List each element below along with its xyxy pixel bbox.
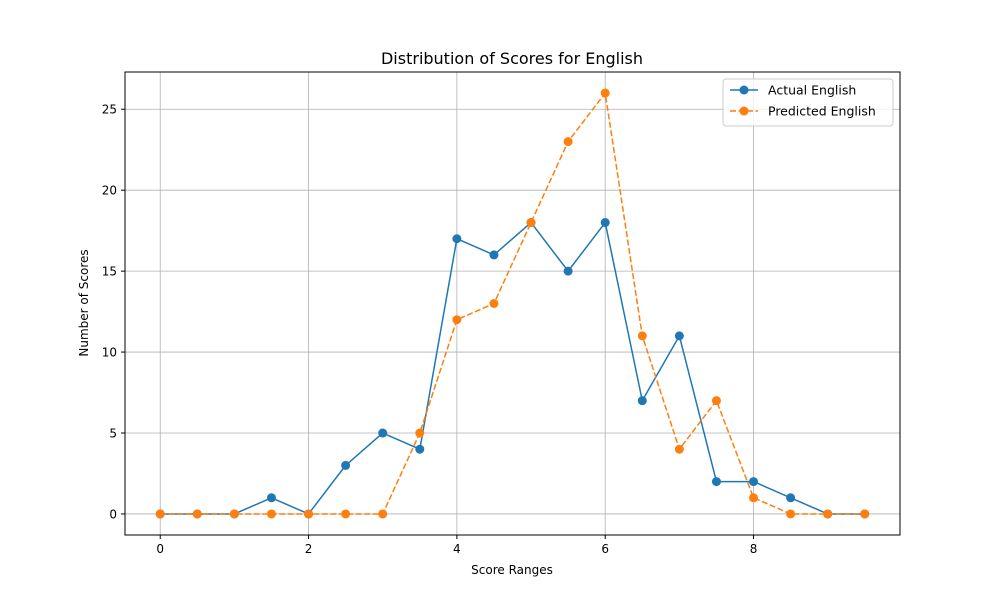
legend: Actual English Predicted English [722,78,894,127]
data-point-actual [452,234,462,244]
data-point-predicted [526,218,536,228]
series-line-actual [160,221,865,515]
data-point-actual [378,428,388,438]
legend-box [722,78,894,127]
data-point-actual [341,460,351,470]
data-point-actual [489,250,499,260]
data-point-predicted [489,299,499,308]
data-point-predicted [563,137,573,147]
data-point-predicted [192,509,202,519]
data-point-predicted [415,428,425,438]
data-point-predicted [452,315,462,325]
y-tick-label: 15 [102,265,117,279]
y-tick-label: 25 [102,103,117,117]
legend-label-actual: Actual English [768,83,856,98]
y-tick-label: 0 [109,507,117,521]
data-point-predicted [600,88,610,98]
data-point-actual [415,444,425,454]
data-point-predicted [266,509,276,519]
y-axis-label: Number of Scores [77,249,91,356]
data-point-actual [749,477,759,487]
data-point-actual [266,493,276,503]
data-point-actual [563,266,573,276]
x-tick-label: 6 [601,542,609,556]
data-point-predicted [304,509,314,519]
data-point-predicted [786,509,796,519]
x-tick-label: 2 [305,542,313,556]
data-point-actual [786,493,796,503]
data-point-predicted [823,509,833,519]
data-point-actual [637,396,647,406]
chart-title: Distribution of Scores for English [381,49,643,68]
legend-label-predicted: Predicted English [768,104,876,119]
data-point-predicted [155,509,165,519]
data-point-actual [600,218,610,228]
x-tick-label: 0 [156,542,164,556]
data-point-predicted [860,509,870,519]
series-layer [155,88,870,519]
data-point-predicted [749,493,759,503]
y-tick-label: 5 [109,427,117,441]
data-point-predicted [229,509,239,519]
data-point-predicted [711,396,721,406]
data-point-actual [711,477,721,487]
ticks: 0 2 4 6 8 0 5 10 15 20 25 [102,103,758,556]
y-tick-label: 20 [102,184,117,198]
plot-frame [124,71,901,536]
x-tick-label: 8 [750,542,758,556]
x-axis-label: Score Ranges [471,563,553,577]
data-point-predicted [637,331,647,341]
data-point-predicted [378,509,388,519]
data-point-predicted [341,509,351,519]
legend-marker-actual [739,85,749,95]
data-point-predicted [674,444,684,454]
data-point-actual [674,331,684,341]
legend-marker-predicted [739,106,749,116]
y-tick-label: 10 [102,346,117,360]
x-tick-label: 4 [453,542,461,556]
series-line-predicted [160,92,865,515]
